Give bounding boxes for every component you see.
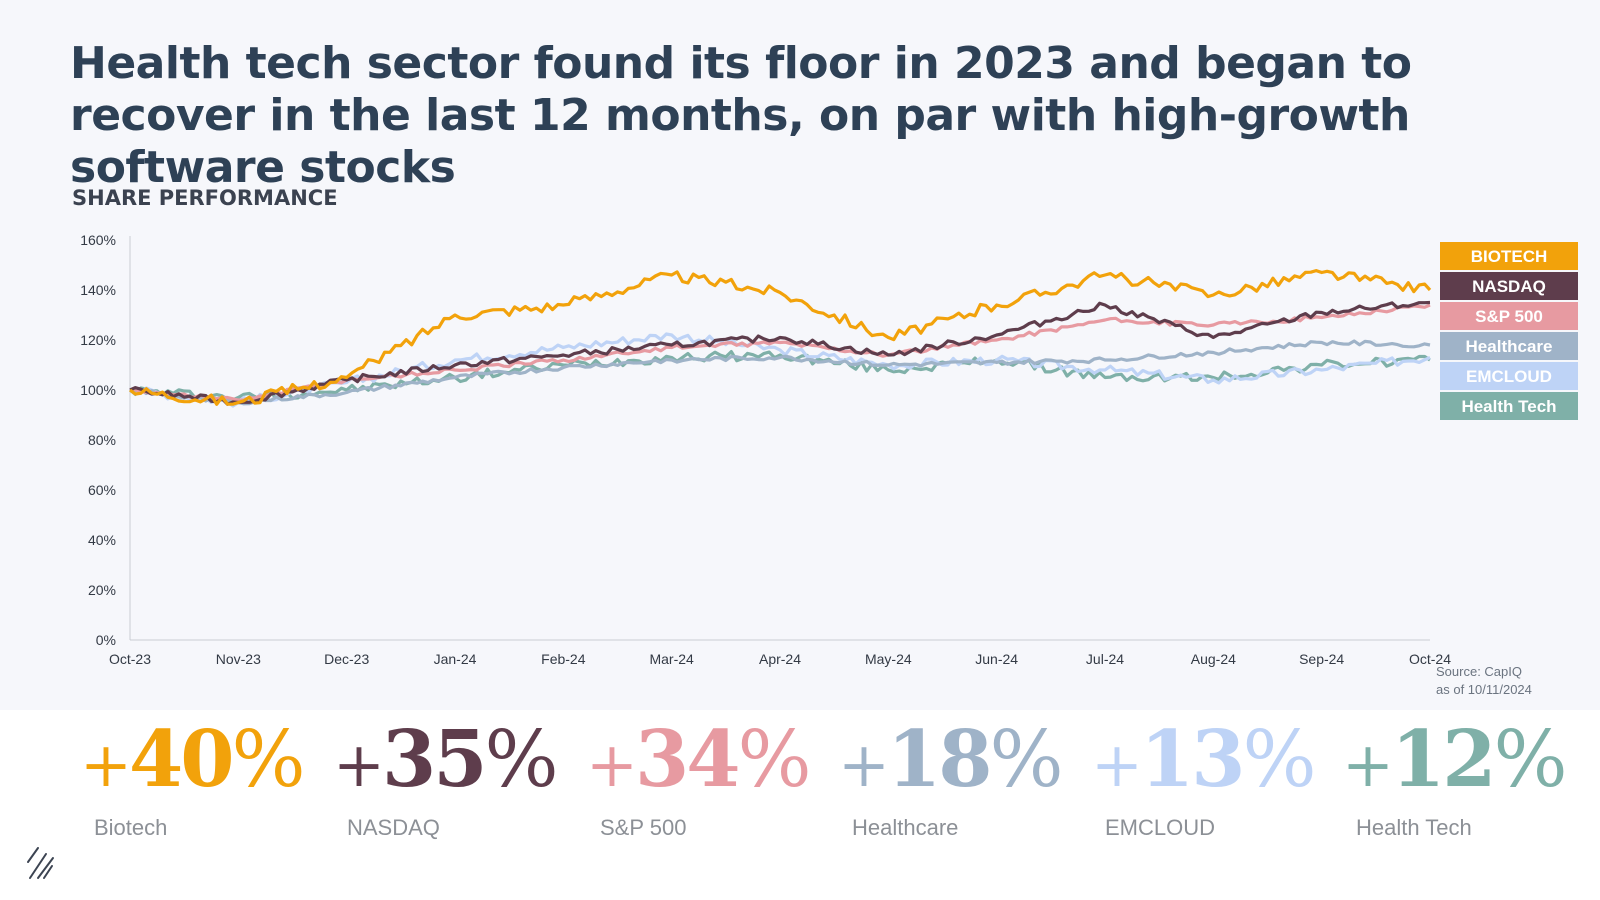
x-tick-label: Mar-24 [649, 651, 694, 667]
legend-label: BIOTECH [1471, 247, 1548, 266]
stat-value: +35% [333, 714, 559, 805]
x-tick-label: May-24 [865, 651, 912, 667]
stat-value: +40% [80, 714, 306, 805]
legend-swatch [1440, 302, 1578, 330]
x-tick-label: Oct-23 [109, 651, 151, 667]
series-line-emcloud [129, 332, 1431, 408]
legend-swatch [1440, 362, 1578, 390]
legend-swatch [1440, 392, 1578, 420]
stat-sp500: +34% S&P 500 [586, 712, 846, 841]
stat-label: Biotech [94, 815, 168, 840]
series-line-healthcare [129, 339, 1431, 406]
stat-value: +12% [1342, 714, 1568, 805]
x-tick-label: Oct-24 [1409, 651, 1451, 667]
series-line-health-tech [128, 350, 1431, 402]
stat-value: +18% [838, 714, 1064, 805]
legend-label: EMCLOUD [1466, 367, 1552, 386]
stats-band [0, 710, 1600, 900]
legend-label: S&P 500 [1475, 307, 1543, 326]
legend-swatch [1440, 332, 1578, 360]
x-tick-label: Nov-23 [216, 651, 261, 667]
x-tick-label: Apr-24 [759, 651, 801, 667]
x-tick-label: Dec-23 [324, 651, 369, 667]
stat-label: NASDAQ [347, 815, 440, 840]
stat-label: S&P 500 [600, 815, 687, 840]
stat-value: +13% [1091, 714, 1317, 805]
stat-healthcare: +18% Healthcare [838, 712, 1098, 841]
y-tick-label: 160% [80, 232, 116, 248]
stat-label: Healthcare [852, 815, 959, 840]
stat-label: Health Tech [1356, 815, 1472, 840]
legend-swatch [1440, 272, 1578, 300]
stat-value: +34% [586, 714, 812, 805]
x-tick-label: Aug-24 [1191, 651, 1236, 667]
share-performance-chart: 0% 20% 40% 60% 80% 100% 120% 140% 160% Oct-23 Nov-… [80, 232, 1578, 667]
series-line-nasdaq [129, 300, 1431, 406]
y-tick-label: 100% [80, 382, 116, 398]
page-title: Health tech sector found its floor in 20… [70, 38, 1412, 193]
y-tick-label: 0% [96, 632, 116, 648]
legend-label: Healthcare [1466, 337, 1553, 356]
stat-nasdaq: +35% NASDAQ [333, 712, 593, 841]
stat-health-tech: +12% Health Tech [1342, 712, 1600, 841]
y-tick-label: 60% [88, 482, 116, 498]
y-tick-label: 40% [88, 532, 116, 548]
y-tick-label: 140% [80, 282, 116, 298]
brand-logo-icon [27, 847, 54, 879]
y-tick-label: 120% [80, 332, 116, 348]
legend-label: Health Tech [1461, 397, 1556, 416]
stat-biotech: +40% Biotech [80, 712, 340, 841]
legend-swatch [1440, 242, 1578, 270]
source-note: Source: CapIQ as of 10/11/2024 [1436, 663, 1556, 699]
stat-emcloud: +13% EMCLOUD [1091, 712, 1351, 841]
y-tick-label: 20% [88, 582, 116, 598]
x-tick-label: Jan-24 [434, 651, 477, 667]
x-tick-label: Feb-24 [541, 651, 586, 667]
x-tick-label: Jun-24 [975, 651, 1018, 667]
x-tick-label: Jul-24 [1086, 651, 1124, 667]
series-line-biotech [129, 269, 1432, 406]
legend-label: NASDAQ [1472, 277, 1546, 296]
source-line: Source: CapIQ [1436, 664, 1522, 679]
source-date: as of 10/11/2024 [1436, 682, 1532, 697]
x-tick-label: Sep-24 [1299, 651, 1344, 667]
stat-label: EMCLOUD [1105, 815, 1216, 840]
y-tick-label: 80% [88, 432, 116, 448]
chart-subtitle: SHARE PERFORMANCE [72, 186, 338, 210]
